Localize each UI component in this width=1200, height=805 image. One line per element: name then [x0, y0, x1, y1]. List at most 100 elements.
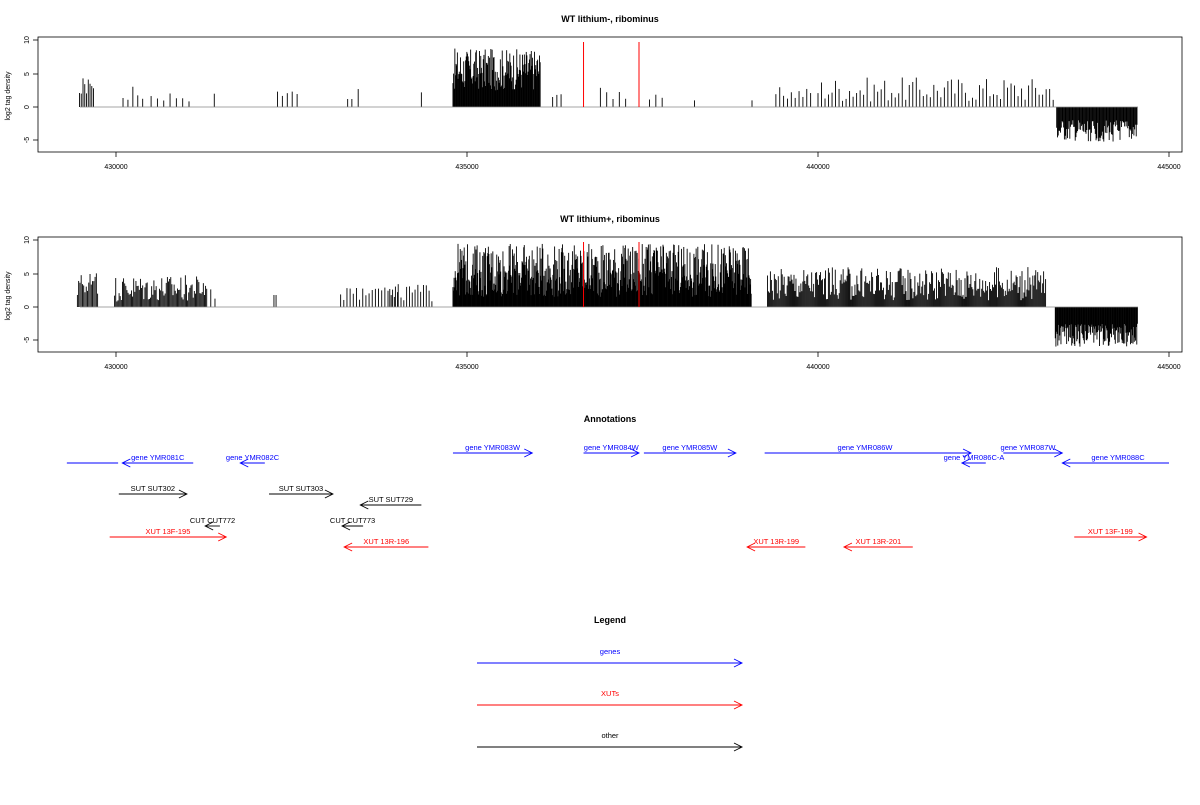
feature-label: gene YMR081C: [131, 453, 185, 462]
panel-1-xtick-445000: 445000: [1157, 164, 1180, 171]
feature-label: gene YMR084W: [584, 443, 640, 452]
panel-1-bars: [79, 48, 1138, 142]
feature-label: SUT SUT302: [131, 484, 175, 493]
panel-2-xtick-440000: 440000: [806, 364, 829, 371]
annotation-feature: XUT 13R-196: [343, 537, 429, 552]
annotation-feature: gene YMR086W: [764, 443, 973, 458]
arrow-head: [1061, 458, 1071, 468]
annotation-feature: SUT SUT302: [118, 484, 188, 499]
annotation-feature: gene YMR083W: [452, 443, 534, 458]
legend-section: Legend genes XUTs other: [477, 615, 744, 752]
arrow-head: [746, 542, 756, 552]
feature-label: XUT 13R-196: [363, 537, 409, 546]
panel-1-ytick-10: 10: [24, 36, 31, 44]
feature-label: CUT CUT773: [330, 516, 375, 525]
legend-label: XUTs: [601, 689, 619, 698]
panel-2-ytick-5: 5: [24, 272, 31, 276]
annotation-feature: gene YMR087W: [1001, 443, 1064, 458]
panel-2-xtick-430000: 430000: [104, 364, 127, 371]
panel-2: WT lithium+, ribominus log2 tag density …: [5, 214, 1183, 371]
panel-1: WT lithium-, ribominus log2 tag density …: [5, 14, 1183, 171]
panel-1-ytick-0: 0: [24, 105, 31, 109]
feature-label: XUT 13F-199: [1088, 527, 1133, 536]
arrow-head: [178, 489, 188, 499]
feature-label: gene YMR088C: [1091, 453, 1145, 462]
panel-1-x-axis: [115, 152, 1170, 157]
arrow-head: [1054, 448, 1064, 458]
annotation-feature: SUT SUT729: [359, 495, 422, 510]
arrow-head: [524, 448, 534, 458]
feature-label: gene YMR086C-A: [944, 453, 1005, 462]
annotation-feature: XUT 13F-195: [109, 527, 228, 542]
arrow-head: [343, 542, 353, 552]
annotations-section: Annotations gene YMR081C gene YMR082Cgene…: [66, 414, 1169, 552]
legend-items: genes XUTs other: [477, 647, 744, 752]
arrow-head: [121, 458, 131, 468]
annotation-feature: CUT CUT772: [190, 516, 235, 531]
feature-label: gene YMR087W: [1001, 443, 1057, 452]
panel-1-ytick-minus5: -5: [24, 137, 31, 143]
panel-1-title: WT lithium-, ribominus: [561, 14, 659, 24]
panel-2-ytick-minus5: -5: [24, 337, 31, 343]
panel-2-y-axis: [33, 239, 38, 341]
panel-1-markers: [583, 42, 640, 107]
annotation-feature: XUT 13R-201: [842, 537, 913, 552]
panel-1-xtick-435000: 435000: [455, 164, 478, 171]
annotation-feature: XUT 13F-199: [1074, 527, 1148, 542]
arrow-head: [359, 500, 369, 510]
arrow-head: [239, 458, 249, 468]
feature-label: gene YMR083W: [465, 443, 521, 452]
panel-1-ytick-5: 5: [24, 72, 31, 76]
legend-item: XUTs: [477, 689, 744, 710]
arrow-head: [842, 542, 853, 552]
annotation-feature: gene YMR086C-A: [944, 453, 1005, 468]
feature-label: gene YMR082C: [226, 453, 280, 462]
arrow-head: [324, 489, 334, 499]
annotation-feature: gene YMR082C: [226, 453, 280, 468]
panel-1-xtick-440000: 440000: [806, 164, 829, 171]
panel-1-frame: [37, 36, 1183, 153]
panel-1-y-axis: [33, 39, 38, 141]
annotation-feature: SUT SUT303: [269, 484, 334, 499]
feature-label: SUT SUT729: [369, 495, 413, 504]
arrow-head: [341, 521, 351, 531]
panel-2-bars: [76, 243, 1138, 347]
feature-label: gene YMR086W: [838, 443, 894, 452]
annotations-title: Annotations: [584, 414, 637, 424]
annotation-feature: gene YMR084W: [583, 443, 640, 458]
panel-2-frame: [37, 236, 1183, 353]
feature-label: SUT SUT303: [279, 484, 323, 493]
arrow-head: [960, 458, 971, 468]
annotation-feature: gene YMR088C: [1061, 453, 1169, 468]
arrow-head: [1138, 532, 1148, 542]
arrow-head: [727, 448, 737, 458]
panel-2-xtick-445000: 445000: [1157, 364, 1180, 371]
panel-2-title: WT lithium+, ribominus: [560, 214, 660, 224]
panel-2-x-axis: [115, 352, 1170, 357]
feature-label: gene YMR085W: [662, 443, 718, 452]
feature-label: XUT 13F-195: [146, 527, 191, 536]
legend-label: genes: [600, 647, 621, 656]
arrow-head: [733, 700, 744, 710]
panel-1-ylabel: log2 tag density: [5, 71, 12, 121]
arrow-head: [630, 448, 640, 458]
legend-label: other: [601, 731, 619, 740]
panel-1-xtick-430000: 430000: [104, 164, 127, 171]
legend-item: genes: [477, 647, 744, 668]
panel-2-ytick-0: 0: [24, 305, 31, 309]
annotation-feature: XUT 13R-199: [746, 537, 806, 552]
annotation-tracks: gene YMR081C gene YMR082C gene YMR083W gene…: [66, 443, 1169, 552]
annotation-feature: gene YMR081C: [121, 453, 194, 468]
legend-title: Legend: [594, 615, 626, 625]
panel-2-xtick-435000: 435000: [455, 364, 478, 371]
arrow-head: [733, 742, 744, 752]
panel-2-ylabel: log2 tag density: [5, 271, 12, 321]
annotation-feature: CUT CUT773: [330, 516, 375, 531]
feature-label: XUT 13R-201: [856, 537, 902, 546]
arrow-head: [962, 448, 973, 458]
arrow-head: [218, 532, 228, 542]
feature-label: XUT 13R-199: [753, 537, 799, 546]
arrow-head: [204, 521, 214, 531]
annotation-feature: gene YMR085W: [643, 443, 737, 458]
